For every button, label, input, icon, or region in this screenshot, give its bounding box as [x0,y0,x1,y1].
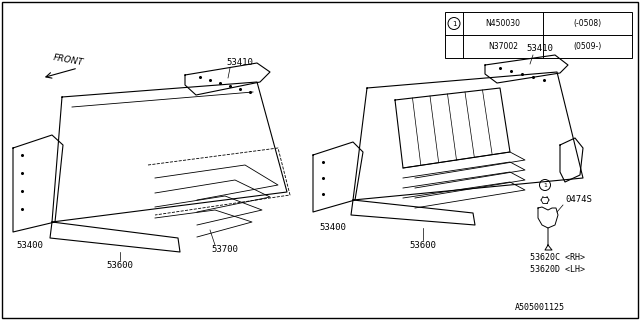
Text: 53410: 53410 [227,58,253,67]
Text: 53620D <LH>: 53620D <LH> [530,266,585,275]
Text: 1: 1 [543,182,547,188]
Text: 53400: 53400 [319,223,346,233]
Text: (0509-): (0509-) [573,42,602,51]
Text: 53600: 53600 [107,260,133,269]
Text: 53620C <RH>: 53620C <RH> [530,253,585,262]
Text: 0474S: 0474S [565,196,592,204]
Text: 53700: 53700 [212,245,239,254]
Text: N450030: N450030 [486,19,520,28]
Text: 53600: 53600 [410,241,436,250]
Text: 53400: 53400 [17,241,44,250]
Text: 53410: 53410 [527,44,554,52]
Text: N37002: N37002 [488,42,518,51]
Text: A505001125: A505001125 [515,303,565,313]
Bar [445,12,632,58]
Text: FRONT: FRONT [52,53,84,67]
Text: (-0508): (-0508) [573,19,602,28]
Text: 1: 1 [452,20,456,27]
